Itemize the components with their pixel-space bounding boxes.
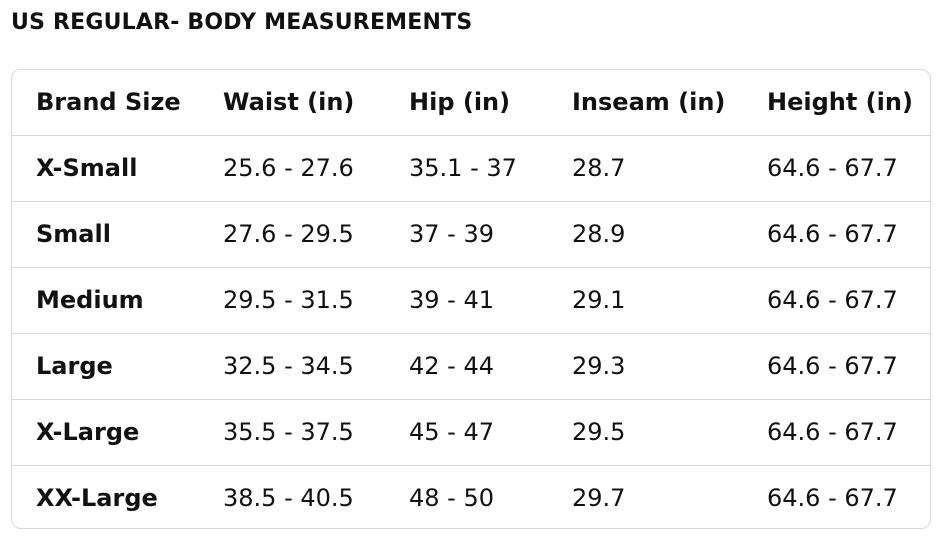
measurement-cell: 29.5 - 31.5 [223,286,354,314]
measurement-cell: 37 - 39 [409,220,494,248]
measurement-cell: 29.1 [572,286,626,314]
header-cell: Inseam (in) [572,88,726,116]
header-cell: Waist (in) [223,88,355,116]
measurement-cell: 32.5 - 34.5 [223,352,354,380]
row-divider [12,465,930,466]
row-divider [12,399,930,400]
row-divider [12,333,930,334]
measurement-cell: 42 - 44 [409,352,494,380]
measurement-cell: 64.6 - 67.7 [767,220,898,248]
measurement-cell: 64.6 - 67.7 [767,484,898,512]
row-divider [12,135,930,136]
header-cell: Brand Size [36,88,181,116]
measurement-cell: 38.5 - 40.5 [223,484,354,512]
title: US REGULAR- BODY MEASUREMENTS [11,10,473,35]
row-divider [12,267,930,268]
measurement-cell: 64.6 - 67.7 [767,418,898,446]
size-label: Small [36,220,111,248]
measurement-cell: 45 - 47 [409,418,494,446]
measurement-cell: 64.6 - 67.7 [767,352,898,380]
measurement-cell: 27.6 - 29.5 [223,220,354,248]
size-table: Brand Size Waist (in) Hip (in) Inseam (in) H… [11,69,931,529]
measurement-cell: 29.5 [572,418,626,446]
size-label: XX-Large [36,484,158,512]
measurement-cell: 39 - 41 [409,286,494,314]
measurement-cell: 28.7 [572,154,626,182]
measurement-cell: 64.6 - 67.7 [767,286,898,314]
size-label: Medium [36,286,144,314]
header-cell: Hip (in) [409,88,511,116]
measurement-cell: 29.3 [572,352,626,380]
measurement-cell: 29.7 [572,484,626,512]
row-divider [12,201,930,202]
measurement-cell: 64.6 - 67.7 [767,154,898,182]
measurement-cell: 28.9 [572,220,626,248]
measurement-cell: 48 - 50 [409,484,494,512]
measurement-cell: 35.1 - 37 [409,154,517,182]
header-cell: Height (in) [767,88,913,116]
measurement-cell: 25.6 - 27.6 [223,154,354,182]
measurement-cell: 35.5 - 37.5 [223,418,354,446]
size-label: X-Small [36,154,138,182]
size-label: Large [36,352,113,380]
size-label: X-Large [36,418,140,446]
